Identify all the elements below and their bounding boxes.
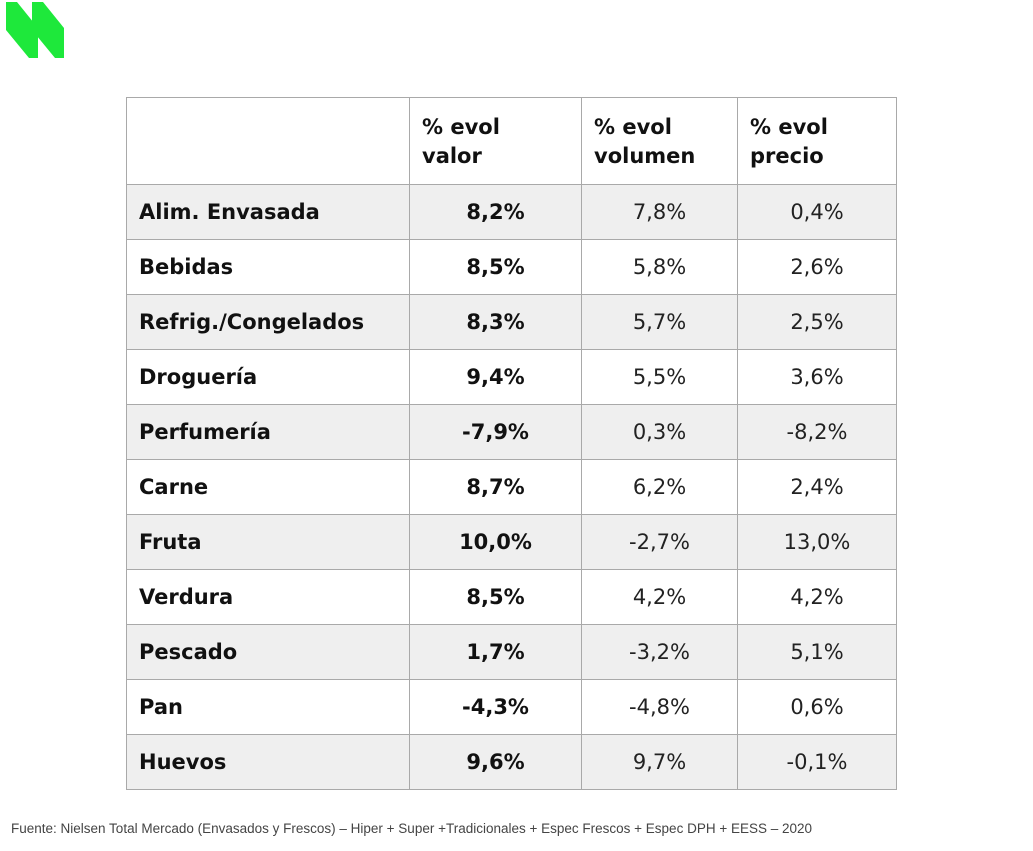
table-header-row: % evol valor % evol volumen % evol precio [126,97,897,185]
volumen-cell: -2,7% [581,514,738,570]
precio-cell: 5,1% [737,624,897,680]
precio-cell: 0,6% [737,679,897,735]
header-precio: % evol precio [737,97,897,185]
category-cell: Verdura [126,569,410,625]
header-valor: % evol valor [409,97,582,185]
table-row: Refrig./Congelados 8,3% 5,7% 2,5% [126,294,897,350]
volumen-cell: 4,2% [581,569,738,625]
valor-cell: 9,6% [409,734,582,790]
category-cell: Alim. Envasada [126,184,410,240]
table-row: Huevos 9,6% 9,7% -0,1% [126,734,897,790]
table-row: Carne 8,7% 6,2% 2,4% [126,459,897,515]
volumen-cell: 9,7% [581,734,738,790]
precio-cell: 3,6% [737,349,897,405]
precio-cell: 2,6% [737,239,897,295]
volumen-cell: 6,2% [581,459,738,515]
valor-cell: 9,4% [409,349,582,405]
table-row: Alim. Envasada 8,2% 7,8% 0,4% [126,184,897,240]
volumen-cell: -3,2% [581,624,738,680]
category-cell: Perfumería [126,404,410,460]
category-cell: Refrig./Congelados [126,294,410,350]
header-volumen: % evol volumen [581,97,738,185]
volumen-cell: 7,8% [581,184,738,240]
valor-cell: 8,5% [409,569,582,625]
table-row: Droguería 9,4% 5,5% 3,6% [126,349,897,405]
precio-cell: 13,0% [737,514,897,570]
evolution-table: % evol valor % evol volumen % evol precio A… [126,97,897,790]
table-row: Fruta 10,0% -2,7% 13,0% [126,514,897,570]
valor-cell: 10,0% [409,514,582,570]
table-body: Alim. Envasada 8,2% 7,8% 0,4% Bebidas 8,… [126,184,897,790]
header-empty-cell [126,97,410,185]
volumen-cell: 0,3% [581,404,738,460]
table-row: Verdura 8,5% 4,2% 4,2% [126,569,897,625]
table-row: Pan -4,3% -4,8% 0,6% [126,679,897,735]
valor-cell: 8,3% [409,294,582,350]
category-cell: Huevos [126,734,410,790]
precio-cell: 2,4% [737,459,897,515]
volumen-cell: 5,8% [581,239,738,295]
table-row: Pescado 1,7% -3,2% 5,1% [126,624,897,680]
source-footnote: Fuente: Nielsen Total Mercado (Envasados… [11,821,813,836]
category-cell: Pan [126,679,410,735]
volumen-cell: 5,5% [581,349,738,405]
precio-cell: 0,4% [737,184,897,240]
category-cell: Bebidas [126,239,410,295]
precio-cell: -8,2% [737,404,897,460]
category-cell: Fruta [126,514,410,570]
valor-cell: 8,2% [409,184,582,240]
table-row: Perfumería -7,9% 0,3% -8,2% [126,404,897,460]
precio-cell: -0,1% [737,734,897,790]
volumen-cell: 5,7% [581,294,738,350]
category-cell: Droguería [126,349,410,405]
double-slash-logo-icon [6,2,64,58]
valor-cell: 1,7% [409,624,582,680]
valor-cell: 8,7% [409,459,582,515]
valor-cell: -7,9% [409,404,582,460]
category-cell: Pescado [126,624,410,680]
valor-cell: -4,3% [409,679,582,735]
precio-cell: 4,2% [737,569,897,625]
volumen-cell: -4,8% [581,679,738,735]
valor-cell: 8,5% [409,239,582,295]
table-row: Bebidas 8,5% 5,8% 2,6% [126,239,897,295]
precio-cell: 2,5% [737,294,897,350]
category-cell: Carne [126,459,410,515]
